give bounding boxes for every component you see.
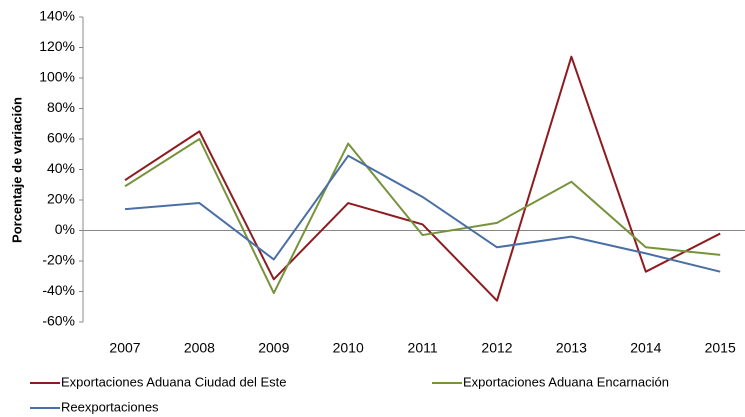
legend-label: Exportaciones Aduana Ciudad del Este [61,374,287,389]
y-axis-label: Porcentaje de variación [9,97,24,243]
legend-label: Exportaciones Aduana Encarnación [463,374,669,389]
y-tick-label: 120% [39,38,75,54]
y-tick-label: -60% [42,313,75,329]
x-tick-label: 2010 [333,340,364,356]
legend-label: Reexportaciones [61,399,159,414]
x-tick-label: 2012 [481,340,512,356]
x-tick-label: 2015 [705,340,736,356]
series-line [124,55,721,302]
y-tick-label: 60% [47,130,75,146]
series-line [124,138,721,295]
y-tick-label: 80% [47,99,75,115]
y-tick-label: 140% [39,8,75,24]
series-line [124,154,721,273]
y-tick-label: -40% [42,282,75,298]
y-tick-label: 20% [47,191,75,207]
x-tick-label: 2008 [184,340,215,356]
x-tick-label: 2014 [630,340,661,356]
x-tick-label: 2007 [109,340,140,356]
x-tick-label: 2011 [408,340,438,356]
y-tick-label: -20% [42,252,75,268]
y-tick-label: 40% [47,160,75,176]
x-tick-label: 2009 [258,340,289,356]
y-tick-label: 0% [55,221,75,237]
x-tick-label: 2013 [556,340,587,356]
y-tick-label: 100% [39,69,75,85]
